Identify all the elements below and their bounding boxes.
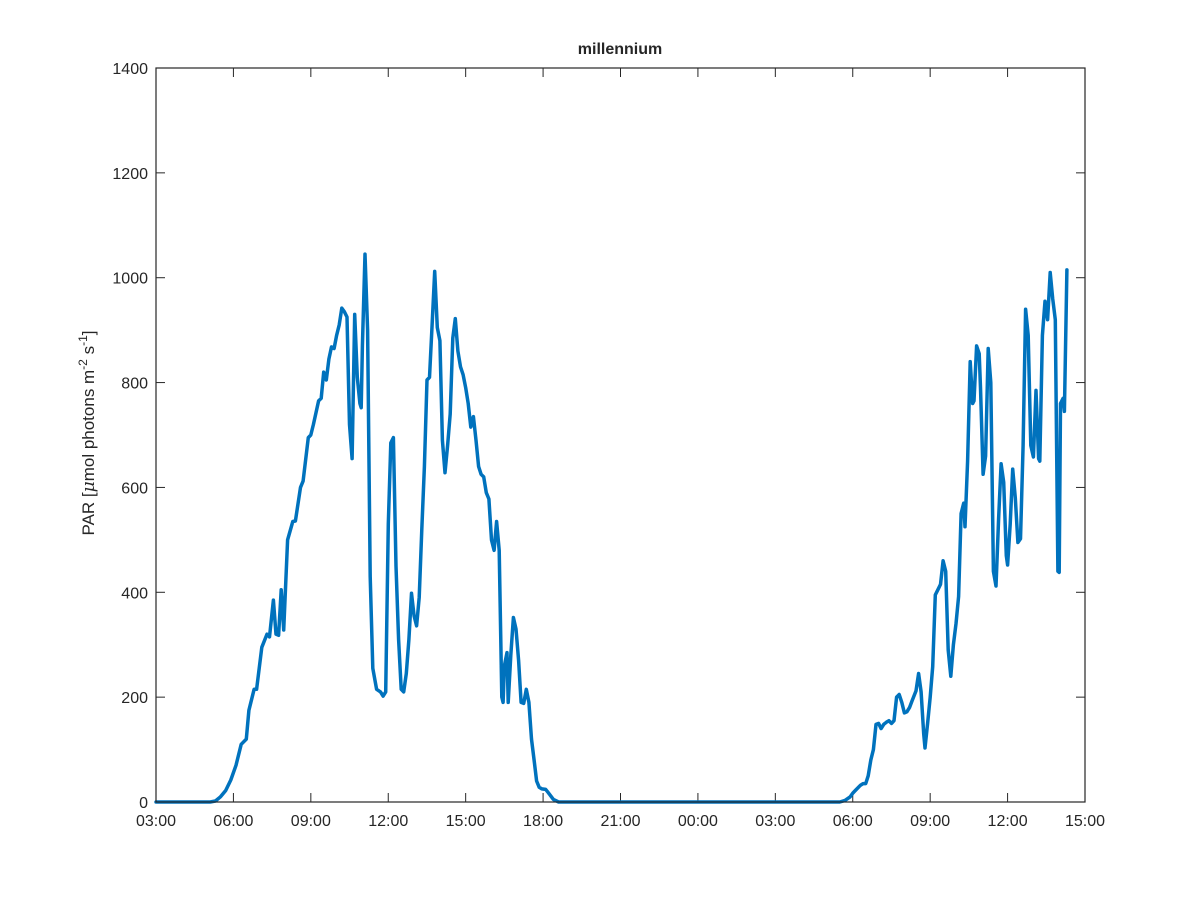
y-axis-label-mu: μ: [79, 481, 99, 492]
x-tick-label: 12:00: [988, 813, 1028, 830]
x-tick-label: 03:00: [755, 813, 795, 830]
x-tick-label: 09:00: [291, 813, 331, 830]
y-axis-label-mid: s: [79, 346, 98, 359]
x-tick-label: 00:00: [678, 813, 718, 830]
y-axis-label-prefix: PAR [: [79, 492, 98, 535]
x-tick-label: 21:00: [600, 813, 640, 830]
y-tick-label: 1000: [112, 271, 148, 288]
y-tick-label: 1400: [112, 61, 148, 78]
x-tick-label: 03:00: [136, 813, 176, 830]
x-tick-label: 06:00: [833, 813, 873, 830]
y-tick-label: 200: [121, 690, 148, 707]
series-group: [154, 252, 1069, 804]
axis-ticks: 03:00 06:00 09:00 12:00 15:00 18:00 21:00 00:00…: [112, 61, 1105, 830]
x-tick-label: 18:00: [523, 813, 563, 830]
y-axis-label-exp2: -1: [76, 335, 90, 346]
y-tick-label: 600: [121, 480, 148, 497]
y-axis-label-body: mol photons m: [79, 370, 98, 482]
y-tick-label: 1200: [112, 166, 148, 183]
y-tick-label: 0: [139, 795, 148, 812]
x-tick-label: 09:00: [910, 813, 950, 830]
x-tick-label: 06:00: [213, 813, 253, 830]
x-tick-label: 15:00: [446, 813, 486, 830]
y-axis-label: PAR [μmol photons m-2 s-1]: [76, 330, 99, 535]
plot-area-frame: [155, 67, 1086, 803]
series-line: [154, 252, 1069, 804]
chart-title: millennium: [578, 41, 662, 58]
y-tick-label: 400: [121, 585, 148, 602]
y-axis-label-suffix: ]: [79, 330, 98, 335]
x-tick-label: 15:00: [1065, 813, 1105, 830]
y-axis-label-exp1: -2: [76, 359, 90, 370]
x-tick-label: 12:00: [368, 813, 408, 830]
y-tick-label: 800: [121, 376, 148, 393]
